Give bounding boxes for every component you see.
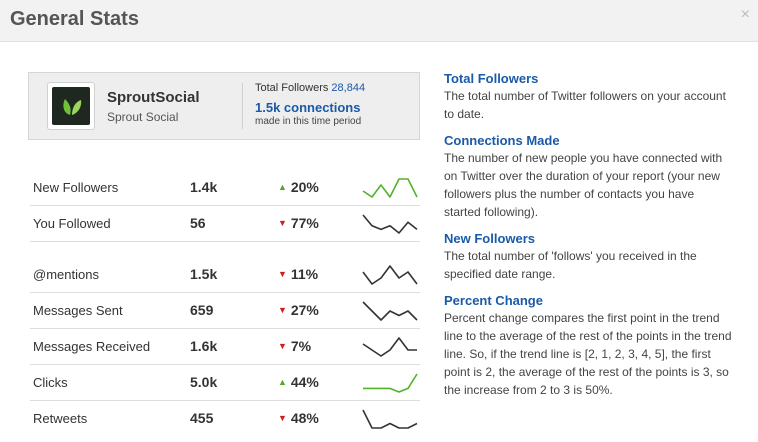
glossary-body: The number of new people you have connec… xyxy=(444,151,723,219)
sparkline xyxy=(362,265,418,285)
arrow-down-icon: ▼ xyxy=(278,341,287,351)
stat-label: Clicks xyxy=(33,375,68,390)
glossary-new-followers: New Followers The total number of 'follo… xyxy=(444,230,734,283)
glossary-total-followers: Total Followers The total number of Twit… xyxy=(444,70,734,123)
sparkline-line xyxy=(362,301,418,321)
sparkline xyxy=(362,178,418,198)
glossary-percent-change: Percent Change Percent change compares t… xyxy=(444,292,734,399)
glossary-title: New Followers xyxy=(444,231,536,246)
stat-change-value: 44% xyxy=(290,374,319,390)
total-followers-label: Total Followers xyxy=(255,82,329,94)
glossary-connections-made: Connections Made The number of new peopl… xyxy=(444,132,734,221)
arrow-down-icon: ▼ xyxy=(278,269,287,279)
arrow-down-icon: ▼ xyxy=(278,413,287,423)
stat-value: 1.4k xyxy=(190,179,218,195)
stat-change-value: 20% xyxy=(290,179,319,195)
total-followers-value: 28,844 xyxy=(331,82,366,94)
dialog-header: General Stats × xyxy=(0,0,758,42)
total-followers: Total Followers 28,844 xyxy=(255,82,365,94)
stat-label: @mentions xyxy=(33,267,99,282)
sparkline-line xyxy=(362,265,418,285)
stat-row-messages-received: Messages Received 1.6k ▼ 7% xyxy=(30,329,420,365)
stat-label: You Followed xyxy=(33,216,111,231)
sparkline-line xyxy=(362,214,418,234)
stat-value: 455 xyxy=(190,410,214,426)
glossary-body: The total number of Twitter followers on… xyxy=(444,89,726,121)
glossary-body: The total number of 'follows' you receiv… xyxy=(444,249,697,281)
account-name: SproutSocial xyxy=(107,89,200,106)
glossary-body: Percent change compares the first point … xyxy=(444,311,732,397)
stat-value: 1.6k xyxy=(190,338,218,354)
connections-subtitle: made in this time period xyxy=(255,116,362,127)
stat-value: 56 xyxy=(190,215,206,231)
profile-card: SproutSocial Sprout Social Total Followe… xyxy=(28,72,420,140)
stat-value: 659 xyxy=(190,302,214,318)
stat-change: ▼ 77% xyxy=(278,215,319,231)
connections-count: 1.5k connections xyxy=(255,100,361,115)
sparkline xyxy=(363,373,418,393)
sparkline-line xyxy=(362,337,417,357)
sparkline xyxy=(362,301,418,321)
stat-change-value: 7% xyxy=(290,338,312,354)
stat-change: ▲ 44% xyxy=(278,374,319,390)
arrow-down-icon: ▼ xyxy=(278,218,287,228)
stat-change: ▼ 48% xyxy=(278,410,319,426)
sparkline-line xyxy=(362,178,418,198)
stat-row-retweets: Retweets 455 ▼ 48% xyxy=(30,401,420,437)
stat-label: Messages Received xyxy=(33,339,151,354)
stat-value: 1.5k xyxy=(190,266,218,282)
card-divider xyxy=(242,83,243,129)
stat-change: ▲ 20% xyxy=(278,179,319,195)
avatar xyxy=(47,82,95,130)
account-handle: Sprout Social xyxy=(107,110,179,124)
stat-change-value: 27% xyxy=(290,302,319,318)
stat-row-messages-sent: Messages Sent 659 ▼ 27% xyxy=(30,293,420,329)
arrow-up-icon: ▲ xyxy=(278,182,287,192)
stat-change-value: 77% xyxy=(290,215,319,231)
glossary: Total Followers The total number of Twit… xyxy=(444,70,734,408)
sparkline xyxy=(362,337,417,357)
stat-row-mentions: @mentions 1.5k ▼ 11% xyxy=(30,257,420,293)
stat-change: ▼ 27% xyxy=(278,302,319,318)
sparkline-line xyxy=(362,409,418,429)
stat-row-clicks: Clicks 5.0k ▲ 44% xyxy=(30,365,420,401)
sparkline xyxy=(362,409,418,429)
stat-row-you-followed: You Followed 56 ▼ 77% xyxy=(30,206,420,242)
arrow-up-icon: ▲ xyxy=(278,377,287,387)
stat-label: Retweets xyxy=(33,411,88,426)
arrow-down-icon: ▼ xyxy=(278,305,287,315)
sparkline xyxy=(362,214,418,234)
glossary-title: Connections Made xyxy=(444,133,560,148)
stat-change: ▼ 7% xyxy=(278,338,311,354)
glossary-title: Percent Change xyxy=(444,293,543,308)
close-icon[interactable]: × xyxy=(740,6,750,23)
sprout-logo-icon xyxy=(52,87,90,125)
stat-change: ▼ 11% xyxy=(278,266,318,282)
stat-change-value: 11% xyxy=(290,266,319,282)
stat-value: 5.0k xyxy=(190,374,218,390)
stat-label: New Followers xyxy=(33,180,119,195)
stat-row-new-followers: New Followers 1.4k ▲ 20% xyxy=(30,170,420,206)
sparkline-line xyxy=(363,373,418,393)
glossary-title: Total Followers xyxy=(444,71,539,86)
dialog-title: General Stats xyxy=(10,8,139,30)
stat-change-value: 48% xyxy=(290,410,319,426)
stat-label: Messages Sent xyxy=(33,303,123,318)
